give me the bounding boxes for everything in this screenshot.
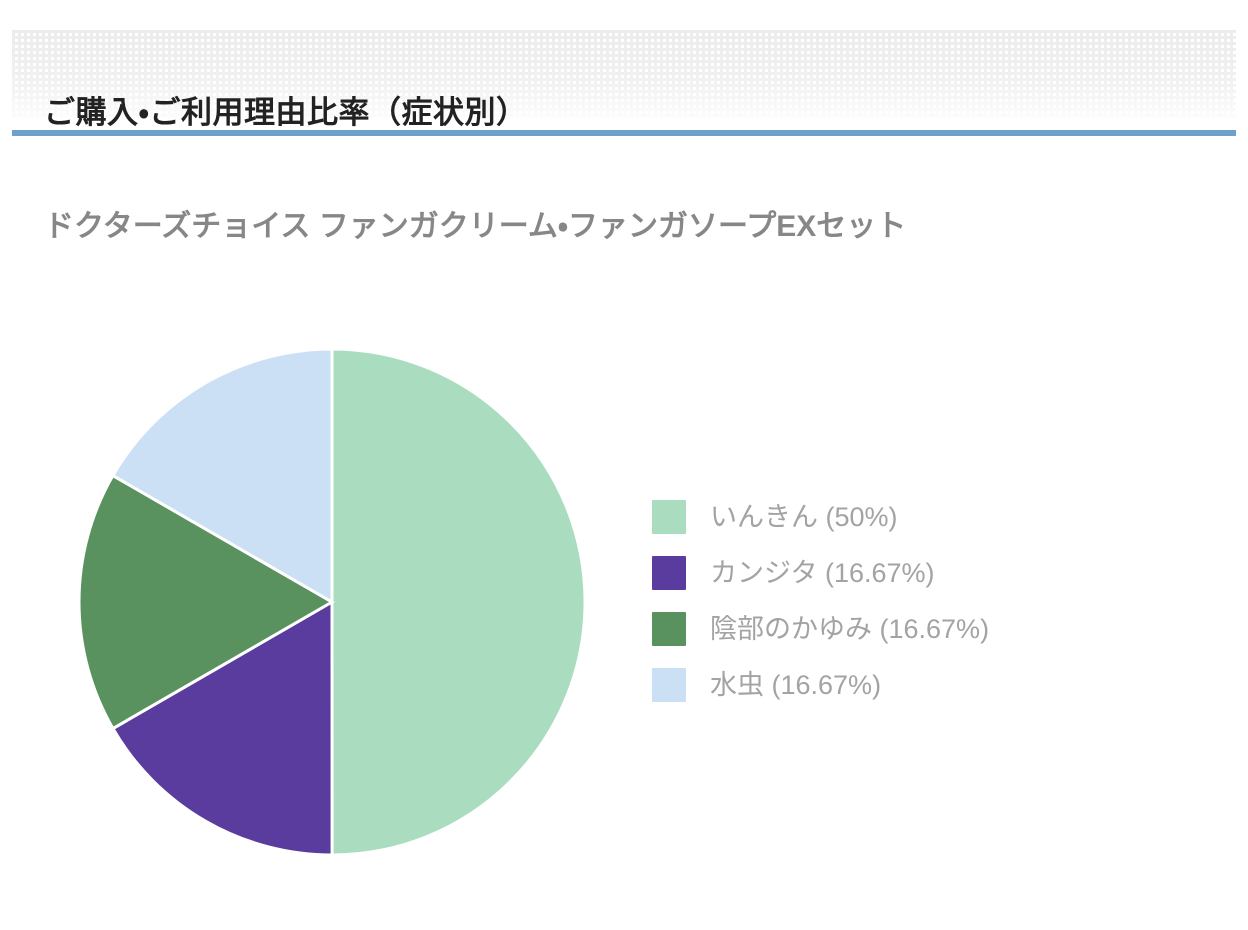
legend-color-swatch	[652, 500, 686, 534]
chart-legend: いんきん (50%) カンジタ (16.67%) 陰部のかゆみ (16.67%) 水虫…	[652, 500, 989, 702]
legend-item[interactable]: 水虫 (16.67%)	[652, 668, 989, 702]
legend-color-swatch	[652, 612, 686, 646]
legend-item[interactable]: いんきん (50%)	[652, 500, 989, 534]
pie-slice	[78, 473, 335, 731]
header-texture-band	[12, 30, 1236, 118]
title-underline-rule	[12, 130, 1236, 136]
pie-slice	[330, 348, 586, 856]
legend-item-label: いんきん (50%)	[710, 502, 898, 532]
pie-slice-group	[78, 348, 586, 856]
legend-color-swatch	[652, 556, 686, 590]
page-title: ご購入・ご利用理由比率（症状別）	[44, 94, 528, 130]
pie-slice	[110, 599, 334, 856]
pie-slice	[110, 348, 334, 605]
chart-subtitle: ドクターズチョイス ファンガクリーム・ファンガソープEXセット	[44, 210, 907, 243]
legend-item[interactable]: カンジタ (16.67%)	[652, 556, 989, 590]
legend-item-label: カンジタ (16.67%)	[710, 558, 935, 588]
legend-color-swatch	[652, 668, 686, 702]
pie-chart	[78, 348, 586, 856]
legend-item-label: 水虫 (16.67%)	[710, 670, 882, 700]
legend-item-label: 陰部のかゆみ (16.67%)	[710, 614, 990, 644]
legend-item[interactable]: 陰部のかゆみ (16.67%)	[652, 612, 989, 646]
pie-chart-svg	[78, 348, 586, 856]
